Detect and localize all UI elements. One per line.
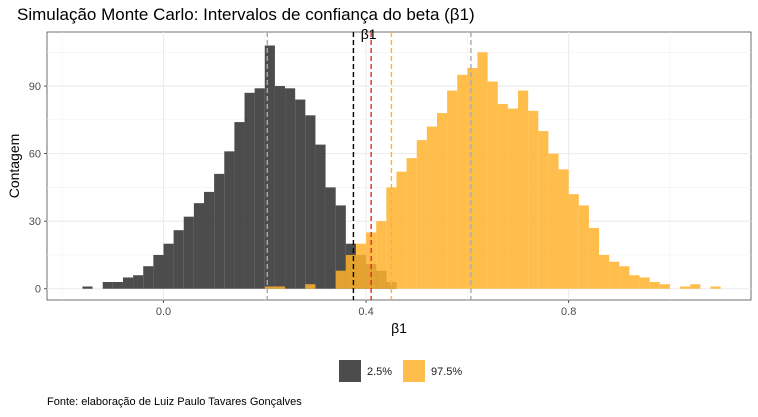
caption: Fonte: elaboração de Luiz Paulo Tavares … [47, 396, 302, 408]
bar-lower-16 [244, 92, 255, 289]
bar-lower-18 [264, 45, 275, 289]
bar-upper-41 [680, 286, 691, 289]
x-axis-title: β1 [391, 320, 407, 336]
x-tick-label-1: 0.4 [358, 306, 373, 318]
histogram-bars [82, 45, 721, 289]
x-tick-label-0: 0.0 [156, 306, 171, 318]
y-axis-ticks: 0 30 60 90 [29, 81, 47, 296]
bar-upper-38 [649, 281, 660, 289]
chart-title: Simulação Monte Carlo: Intervalos de con… [17, 5, 475, 24]
bar-upper-44 [710, 286, 721, 289]
bar-upper-20 [467, 68, 478, 289]
legend-key-2-5 [339, 360, 361, 382]
bar-upper-14 [406, 158, 417, 289]
bar-lower-17 [254, 88, 265, 289]
bar-upper-16 [426, 126, 437, 289]
bar-upper-36 [629, 275, 640, 289]
y-axis-title: Contagem [6, 134, 22, 199]
bar-lower-4 [122, 277, 134, 289]
bar-upper-11 [376, 221, 387, 289]
bar-lower-2 [102, 281, 113, 289]
bar-upper-15 [416, 140, 427, 289]
bar-upper-27 [538, 131, 549, 289]
bar-upper-30 [568, 194, 579, 289]
bar-lower-3 [112, 281, 123, 289]
legend-key-97-5 [403, 360, 425, 382]
bar-upper-28 [548, 153, 559, 289]
x-axis-ticks: 0.0 0.4 0.8 [156, 300, 576, 318]
legend-label-97-5: 97.5% [431, 366, 462, 378]
bar-upper-17 [436, 113, 448, 289]
y-tick-label-2: 60 [29, 149, 41, 161]
legend-label-2-5: 2.5% [367, 366, 392, 378]
legend: 2.5% 97.5% [339, 360, 462, 382]
bar-lower-25 [335, 205, 346, 289]
bar-upper-32 [588, 227, 600, 289]
bar-upper-42 [690, 284, 701, 289]
bar-upper-0 [264, 286, 275, 289]
bar-lower-6 [143, 266, 154, 289]
bar-upper-19 [457, 74, 468, 289]
bar-lower-10 [183, 216, 194, 289]
bar-upper-24 [507, 108, 519, 289]
bar-upper-34 [609, 261, 620, 289]
bar-upper-39 [659, 284, 670, 289]
bar-upper-9 [355, 243, 367, 289]
bar-upper-33 [599, 254, 610, 289]
bar-lower-9 [173, 230, 184, 289]
beta-annotation: β1 [361, 26, 377, 42]
bar-upper-22 [487, 81, 498, 289]
bar-upper-7 [335, 270, 346, 289]
bar-lower-0 [82, 286, 93, 289]
y-tick-label-3: 90 [29, 81, 41, 93]
bar-upper-25 [518, 90, 529, 289]
bar-lower-7 [153, 254, 164, 289]
x-tick-label-2: 0.8 [561, 306, 576, 318]
bar-upper-23 [497, 104, 508, 289]
bar-upper-1 [274, 286, 286, 289]
bar-lower-8 [163, 243, 174, 289]
bar-upper-8 [345, 254, 356, 289]
bar-upper-12 [386, 187, 397, 289]
bar-lower-11 [193, 203, 205, 289]
bar-upper-35 [619, 266, 630, 289]
bar-lower-21 [295, 99, 306, 289]
bar-upper-13 [396, 171, 407, 289]
bar-lower-19 [274, 86, 286, 289]
reference-lines [266, 32, 472, 300]
bar-upper-29 [558, 169, 569, 289]
bar-lower-23 [315, 144, 326, 289]
bar-lower-20 [285, 88, 296, 289]
bar-lower-13 [214, 173, 225, 289]
bar-lower-5 [133, 275, 144, 289]
bar-upper-4 [305, 284, 316, 289]
bar-lower-12 [204, 191, 215, 289]
bar-lower-22 [305, 115, 316, 289]
bar-lower-14 [224, 151, 235, 289]
bar-lower-24 [325, 187, 336, 289]
bar-lower-15 [234, 122, 245, 289]
bar-upper-37 [639, 277, 650, 289]
bar-upper-18 [447, 90, 458, 289]
y-tick-label-1: 30 [29, 216, 41, 228]
bar-upper-31 [578, 205, 589, 289]
bar-upper-26 [528, 110, 539, 289]
y-tick-label-0: 0 [35, 284, 41, 296]
bar-upper-21 [477, 52, 488, 289]
